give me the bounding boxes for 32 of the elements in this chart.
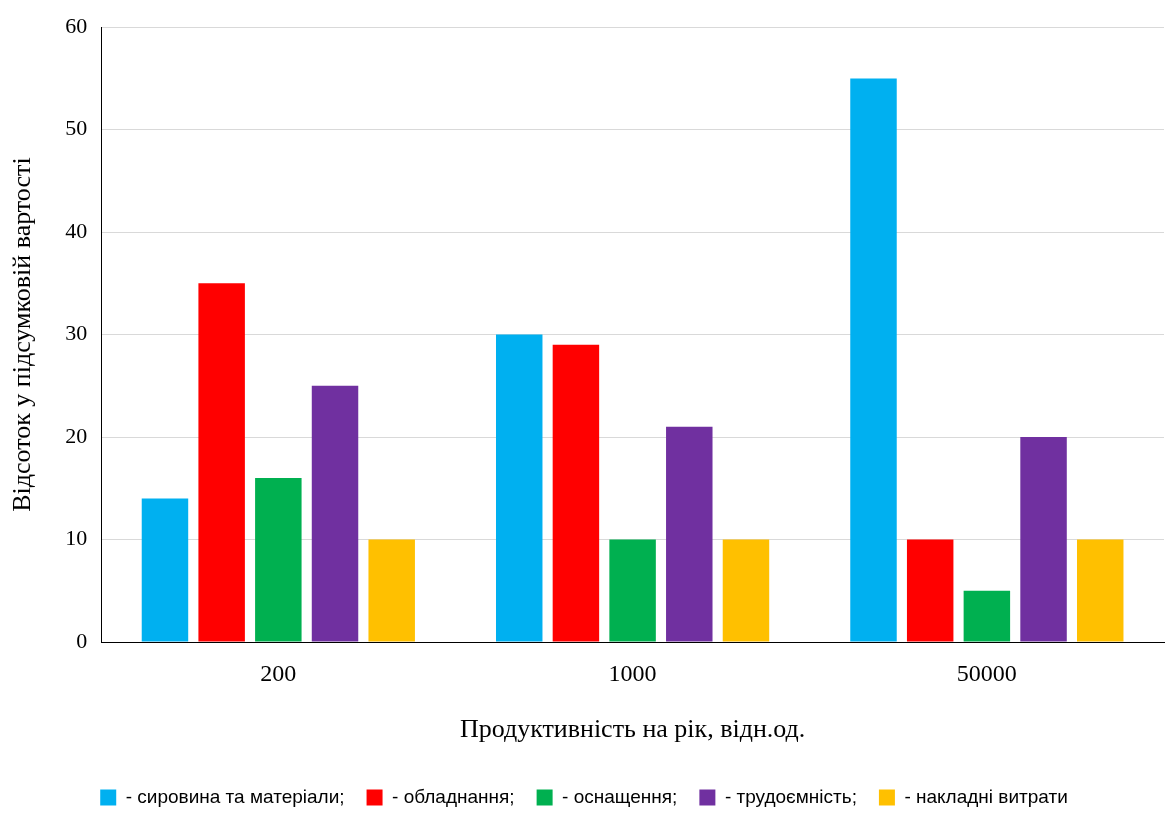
- x-tick-label: 1000: [608, 659, 657, 686]
- bar: [666, 426, 713, 642]
- bar: [722, 539, 770, 642]
- y-tick-label: 40: [65, 217, 88, 243]
- x-tick-label: 50000: [956, 659, 1017, 686]
- legend-label: - оснащення;: [562, 785, 678, 807]
- y-tick-label: 30: [65, 320, 88, 346]
- bar: [141, 498, 189, 642]
- y-tick-label: 10: [65, 525, 88, 551]
- y-axis-title: Відсоток у підсумковій вартості: [7, 157, 37, 512]
- legend-label: - обладнання;: [392, 785, 515, 807]
- bar: [552, 344, 600, 642]
- bar: [1076, 539, 1124, 642]
- x-tick-label: 200: [260, 659, 297, 686]
- bar: [198, 283, 245, 642]
- bar: [609, 539, 656, 642]
- bar: [850, 78, 897, 642]
- bar: [368, 539, 415, 642]
- legend-label: - трудоємність;: [724, 785, 857, 807]
- y-tick-label: 0: [76, 627, 88, 653]
- legend-label: - накладні витрати: [904, 785, 1068, 807]
- y-tick-label: 20: [65, 422, 88, 448]
- bar: [311, 385, 359, 642]
- y-tick-label: 50: [65, 115, 88, 141]
- bar: [906, 539, 954, 642]
- y-tick-label: 60: [65, 12, 88, 38]
- bar: [255, 478, 302, 642]
- bar: [1020, 437, 1067, 642]
- x-axis-title: Продуктивність на рік, відн.од.: [459, 714, 806, 744]
- bar: [963, 590, 1011, 642]
- bar: [496, 334, 543, 642]
- legend-label: - сировина та матеріали;: [125, 785, 345, 807]
